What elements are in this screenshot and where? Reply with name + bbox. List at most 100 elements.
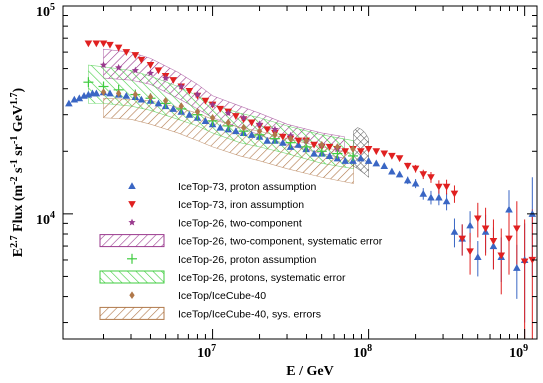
data-point [481,225,490,233]
data-point [122,91,131,99]
data-point [341,148,350,156]
legend-item: IceTop-73, iron assumption [128,199,304,211]
data-point [247,119,256,127]
data-point [325,152,334,159]
data-point [239,113,248,121]
data-point [364,146,373,153]
data-point [132,90,139,99]
data-point [115,89,122,98]
data-point [489,237,498,245]
data-point [122,49,131,56]
legend-item: IceTop-73, proton assumption [128,181,316,193]
legend-marker [129,291,135,299]
data-point [388,152,396,160]
data-point [209,113,216,122]
legend-label: IceTop-73, iron assumption [178,199,304,211]
data-point [193,90,202,98]
data-point [201,97,210,105]
data-point [350,145,356,153]
data-point [263,136,272,144]
data-point [435,183,443,191]
data-point [154,67,163,75]
legend-label: IceTop/IceCube-40, sys. errors [178,308,321,320]
data-point [114,44,123,52]
legend-marker [128,182,136,190]
data-point [83,77,94,88]
y-axis-title: E2.7 Flux (m-2 s-1 sr-1 GeV1.7) [9,87,26,257]
data-point [263,126,272,134]
data-point [310,141,318,149]
data-point [310,149,318,157]
data-point [169,77,178,84]
data-point [435,193,443,201]
data-point [99,40,108,48]
x-tick-label: 109 [509,343,528,361]
data-point [419,189,428,197]
data-point [216,105,225,113]
data-point [372,148,381,156]
data-point [403,162,412,170]
data-point [106,41,114,49]
data-point [395,155,404,163]
data-point [372,159,381,167]
data-point [450,227,459,235]
data-point [513,225,521,233]
data-point [255,120,264,128]
data-point [255,122,264,130]
data-markers [65,40,537,271]
legend-marker [128,201,136,208]
y-tick-label: 105 [36,2,55,20]
data-point [497,252,506,260]
data-point [474,253,482,261]
data-point [178,102,184,110]
data-point [131,66,139,74]
data-point [137,56,146,64]
data-point [146,69,155,77]
data-point [411,165,420,173]
legend-label: IceTop-26, two-component, systematic err… [178,236,383,248]
legend-item: IceTop/IceCube-40 [129,290,266,302]
x-tick-label: 108 [353,343,372,361]
data-point [271,125,279,133]
data-point [380,150,389,158]
plot-frame [62,5,538,340]
data-point [232,113,240,121]
data-point [146,61,155,69]
data-point [341,156,350,164]
data-point [106,89,114,97]
data-point [147,93,154,101]
x-axis-title: E / GeV [286,364,333,379]
data-point [442,197,451,205]
data-point [388,167,396,175]
data-point [161,74,170,82]
data-point [380,162,389,169]
data-point [115,63,123,71]
data-point [395,170,404,178]
data-point [201,117,210,124]
data-point [520,258,529,266]
data-point [216,123,225,131]
error-bars [391,155,533,339]
data-point [92,89,101,97]
legend-label: IceTop/IceCube-40 [178,290,266,302]
data-point [279,138,287,146]
data-point [224,109,232,117]
y-tick-label: 104 [36,210,55,228]
data-point [319,140,325,149]
data-point [356,148,365,156]
data-point [272,131,278,139]
data-point [194,107,201,116]
data-point [513,264,521,271]
legend-marker [128,218,136,226]
legend: IceTop-73, proton assumption IceTop-73, i… [99,181,383,320]
data-point [75,94,84,102]
data-point [137,95,146,103]
data-point [325,143,334,151]
data-point [92,40,101,48]
data-point [427,174,435,182]
legend-item: IceTop-26, protons, systematic error [99,270,346,284]
data-point [356,154,365,162]
legend-label: IceTop-73, proton assumption [178,181,316,193]
data-point [162,96,169,105]
data-point [294,137,303,145]
